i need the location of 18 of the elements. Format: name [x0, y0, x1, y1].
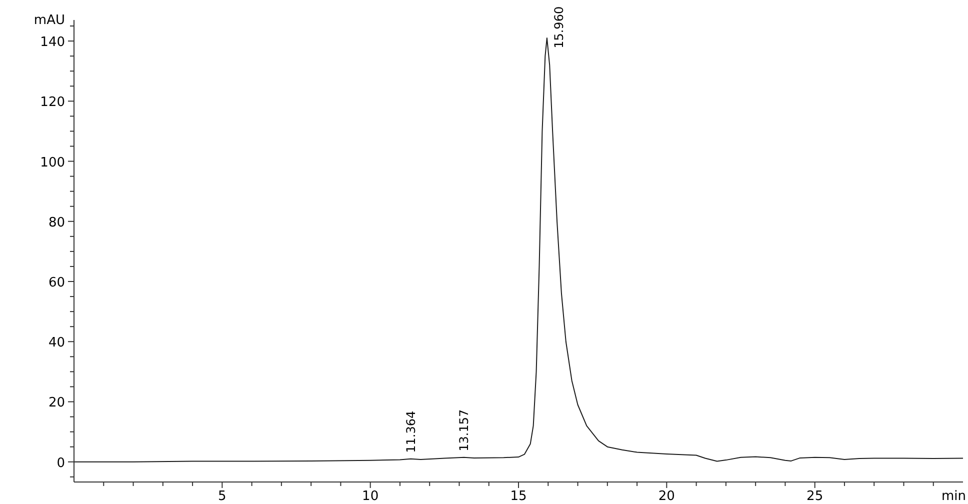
y-tick-label: 40 — [48, 336, 65, 351]
annotation: 15.960 — [552, 6, 566, 48]
x-tick-label: 10 — [362, 489, 379, 504]
x-tick-label: 5 — [218, 489, 226, 504]
y-tick-label: 100 — [40, 155, 65, 170]
x-tick-label: 15 — [510, 489, 527, 504]
x-tick-label: 20 — [658, 489, 675, 504]
annotation: 13.157 — [456, 409, 471, 452]
x-tick-label: 25 — [806, 489, 824, 504]
y-tick-label: 0 — [56, 456, 65, 471]
y-tick-label: 140 — [40, 35, 65, 50]
y-axis-title: mAU — [34, 13, 65, 28]
y-tick-label: 60 — [48, 276, 65, 291]
annotation: 11.364 — [404, 410, 418, 453]
x-axis-title: min — [941, 489, 966, 504]
y-tick-label: 80 — [48, 215, 65, 230]
y-tick-label: 20 — [48, 396, 65, 411]
y-tick-label: 120 — [40, 95, 65, 110]
